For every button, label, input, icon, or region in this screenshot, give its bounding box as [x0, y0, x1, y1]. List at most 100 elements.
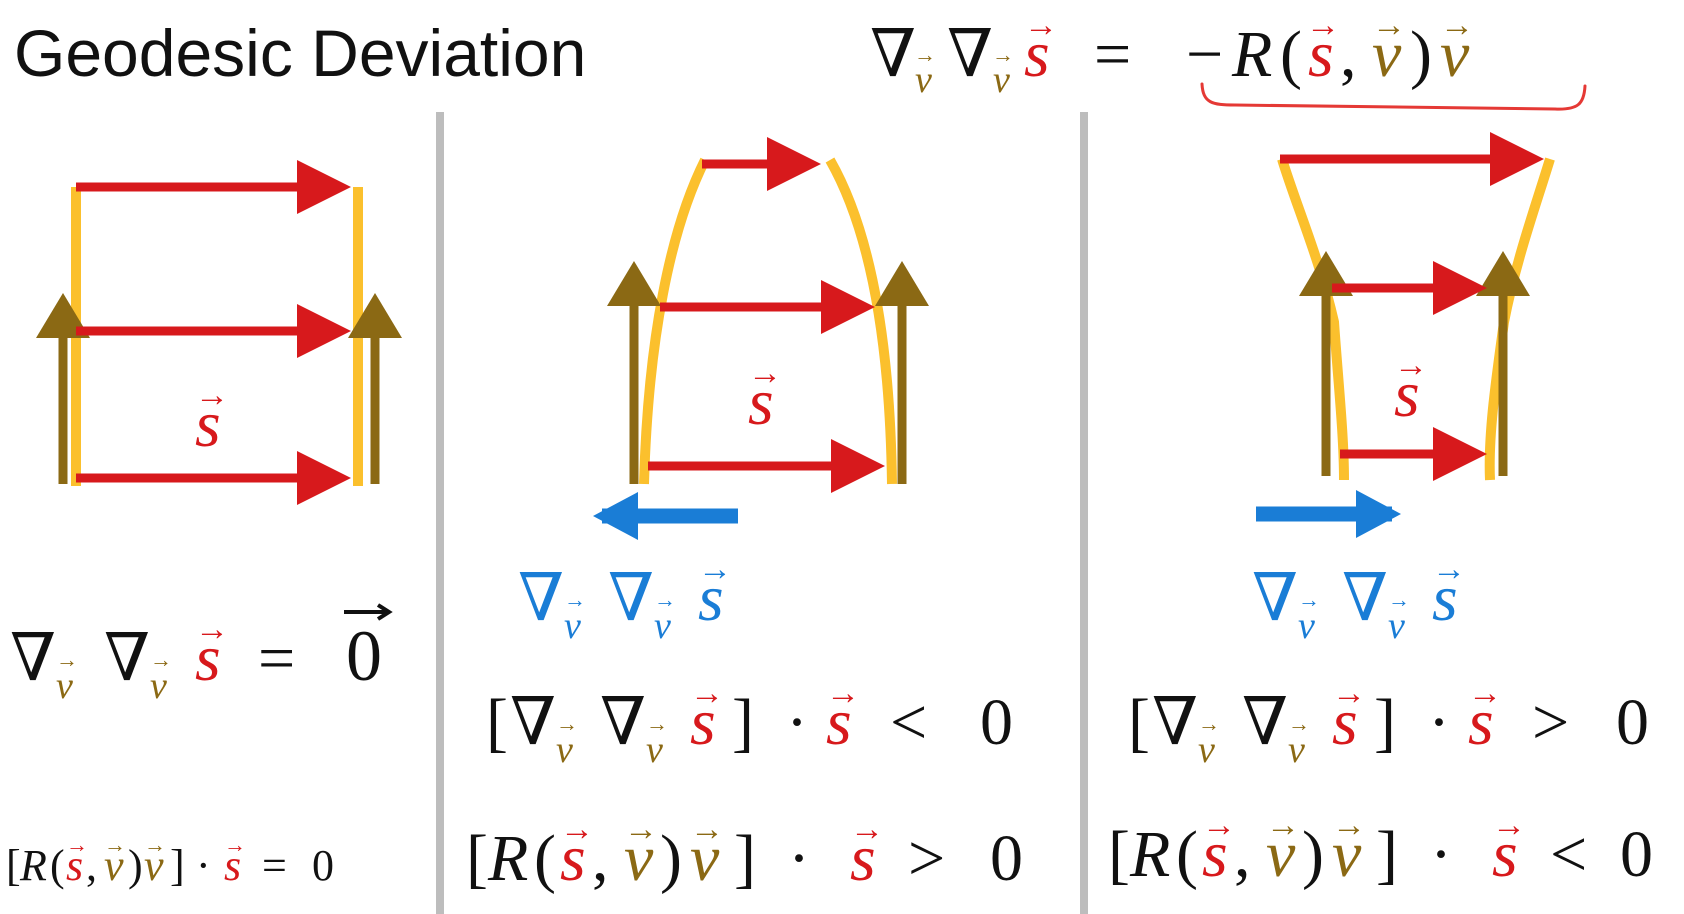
right-bracket: ] — [734, 822, 756, 895]
converging-deviation-equation: [ ∇ v → ∇ v → s → ] · s → < 0 — [486, 675, 1013, 771]
flat-curvature-equation: [ R ( s → , v → ) v → ] · s → = 0 — [6, 832, 334, 890]
diverging-curvature-equation: [ R ( s → , v → ) v → ] · s → < 0 — [1108, 807, 1653, 891]
riemann-R: R — [487, 822, 528, 895]
v-subscript: v — [150, 665, 167, 707]
v-subscript: v — [56, 665, 73, 707]
equals-sign: = — [262, 841, 287, 890]
v-vector-symbol: v — [690, 822, 720, 895]
riemann-R: R — [19, 841, 47, 890]
page-title: Geodesic Deviation — [14, 16, 586, 90]
v-subscript: v — [556, 729, 573, 771]
vector-arrow-glyph: → — [850, 811, 884, 848]
vector-arrow-glyph: → — [646, 711, 668, 736]
s-vector-symbol: s — [1492, 818, 1518, 891]
vector-arrow-glyph: → — [690, 675, 724, 712]
equals-sign: = — [258, 622, 295, 695]
vector-arrow-glyph: → — [1198, 711, 1220, 736]
nabla-symbol: ∇ — [518, 562, 564, 635]
right-bracket: ] — [732, 686, 754, 759]
s-vector-symbol: s — [1468, 686, 1494, 759]
nabla-symbol: ∇ — [600, 686, 646, 759]
left-paren: ( — [1280, 18, 1302, 91]
s-vector-symbol: s — [1308, 18, 1334, 91]
s-vector-symbol: s — [826, 686, 852, 759]
comparison-sign: > — [908, 822, 945, 895]
v-subscript: v — [993, 59, 1010, 101]
v-vector-symbol: v — [104, 841, 124, 890]
v-subscript: v — [915, 59, 932, 101]
s-vector-label: s — [1394, 358, 1420, 431]
left-paren: ( — [50, 841, 65, 890]
right-paren: ) — [128, 841, 143, 890]
dot-operator: · — [1428, 686, 1450, 759]
vector-arrow-glyph: → — [1468, 675, 1502, 712]
v-vector-symbol: v — [1332, 818, 1362, 891]
dot-operator: · — [788, 822, 810, 895]
dot-operator: · — [786, 686, 808, 759]
vector-arrow-glyph: → — [826, 675, 860, 712]
s-vector-symbol: s — [1332, 686, 1358, 759]
vector-arrow-glyph: → — [992, 42, 1014, 67]
nabla-symbol: ∇ — [104, 622, 150, 695]
v-vector-symbol: v — [624, 822, 654, 895]
nabla-symbol: ∇ — [1342, 562, 1388, 635]
vector-arrow-glyph: → — [1388, 587, 1410, 612]
right-bracket: ] — [170, 841, 185, 890]
geodesic-curve — [825, 157, 897, 485]
top-equation: ∇ v → ∇ v → s → = − R ( s → , v → ) v → — [870, 7, 1474, 101]
vector-arrow-glyph: → — [1440, 7, 1474, 44]
s-vector-symbol: s — [224, 841, 241, 890]
vector-arrow-glyph: → — [1288, 711, 1310, 736]
v-vector-symbol: v — [1372, 18, 1402, 91]
comma: , — [86, 841, 97, 890]
panel-divider — [436, 112, 444, 914]
vector-arrow-glyph: → — [1024, 7, 1058, 44]
nabla-symbol: ∇ — [1252, 562, 1298, 635]
diverging-deviation-equation: [ ∇ v → ∇ v → s → ] · s → > 0 — [1128, 675, 1649, 771]
nabla-symbol: ∇ — [510, 686, 556, 759]
zero: 0 — [980, 686, 1013, 759]
left-bracket: [ — [6, 841, 21, 890]
right-paren: ) — [1410, 18, 1432, 91]
panel-divider — [1080, 112, 1088, 914]
v-vector-symbol: v — [144, 841, 164, 890]
vector-arrow-glyph: → — [1432, 551, 1466, 588]
v-vector-symbol: v — [1266, 818, 1296, 891]
v-subscript: v — [1288, 729, 1305, 771]
vector-arrow-glyph: → — [224, 832, 246, 857]
s-vector-symbol: s — [1432, 562, 1458, 635]
riemann-R: R — [1129, 818, 1170, 891]
v-subscript: v — [1198, 729, 1215, 771]
nabla-symbol: ∇ — [870, 18, 916, 91]
nabla-symbol: ∇ — [1152, 686, 1198, 759]
comma: , — [592, 822, 609, 895]
s-vector-label: s — [748, 366, 774, 439]
vector-arrow-glyph: → — [698, 551, 732, 588]
s-vector-label: s — [195, 388, 221, 461]
dot-operator: · — [196, 841, 211, 890]
v-subscript: v — [564, 605, 581, 647]
vector-arrow-glyph: → — [556, 711, 578, 736]
vector-arrow-glyph: → — [1394, 347, 1428, 384]
zero: 0 — [1620, 818, 1653, 891]
vector-arrow-glyph: → — [564, 587, 586, 612]
vector-arrow-glyph: → — [1298, 587, 1320, 612]
vector-arrow-glyph: → — [195, 377, 229, 414]
left-bracket: [ — [466, 822, 488, 895]
vector-arrow-glyph: → — [560, 811, 594, 848]
underline-bracket — [1200, 82, 1587, 111]
v-vector-symbol: v — [1440, 18, 1470, 91]
v-subscript: v — [646, 729, 663, 771]
zero: 0 — [312, 841, 334, 890]
v-subscript: v — [1388, 605, 1405, 647]
vector-arrow-glyph: → — [1332, 807, 1366, 844]
left-bracket: [ — [1108, 818, 1130, 891]
minus-sign: − — [1186, 18, 1223, 91]
vector-arrow-glyph: → — [1306, 7, 1340, 44]
s-vector-symbol: s — [698, 562, 724, 635]
vector-arrow-glyph: → — [1202, 807, 1236, 844]
s-vector-symbol: s — [195, 622, 221, 695]
right-paren: ) — [660, 822, 682, 895]
diverging-panel-diagram: s → — [1256, 132, 1555, 538]
comparison-sign: > — [1532, 686, 1569, 759]
